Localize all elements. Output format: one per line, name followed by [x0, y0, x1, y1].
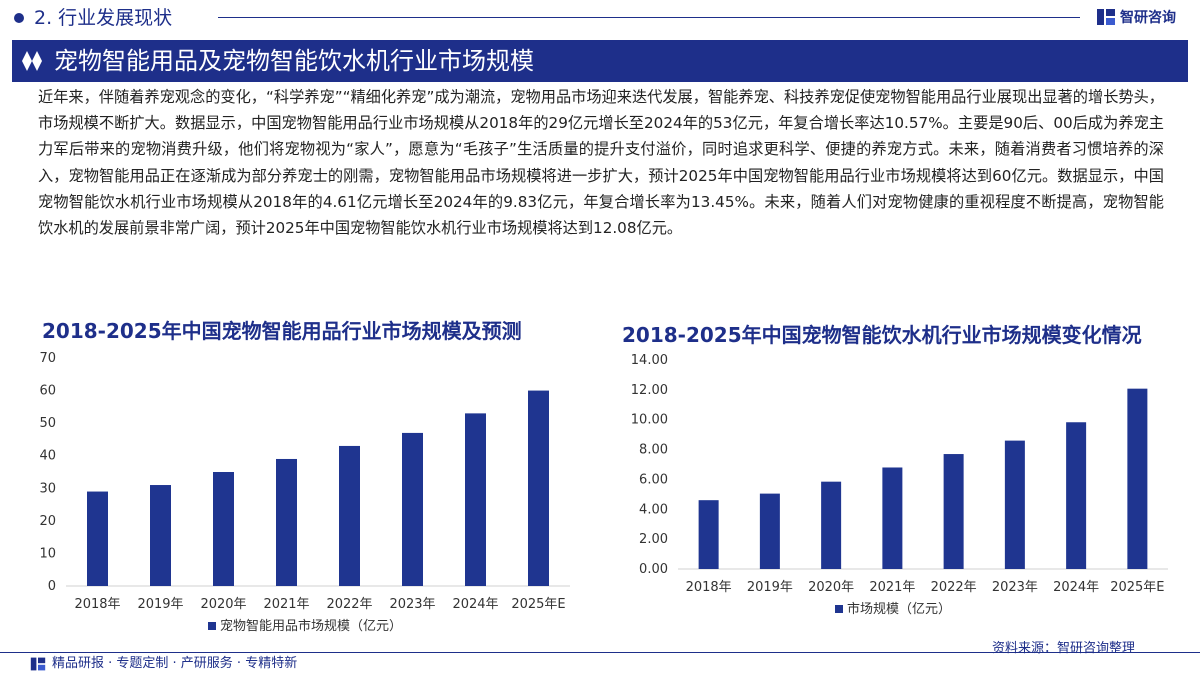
intro-paragraph: 近年来，伴随着养宠观念的变化，“科学养宠”“精细化养宠”成为潮流，宠物用品市场迎…: [38, 88, 1164, 238]
chart2-xtick-label: 2018年: [686, 580, 732, 595]
chart2-ytick-label: 14.00: [631, 353, 668, 368]
title-banner: 宠物智能用品及宠物智能饮水机行业市场规模: [12, 40, 1188, 82]
chart1-title: 2018-2025年中国宠物智能用品行业市场规模及预测: [42, 319, 522, 343]
company-logo: 智研咨询: [1096, 6, 1176, 28]
chart2-bar: [698, 500, 719, 569]
footer-logo-icon: [30, 657, 46, 671]
chart1-bar: [339, 445, 360, 586]
chart2-bar: [821, 481, 842, 569]
smart-products-bar-chart: 0 10 20 30 40 50 60 70 2018年 2019年 2020年 2021年 2022年…: [39, 351, 570, 634]
chart1-bar: [528, 390, 549, 586]
chart2-legend-swatch: [835, 605, 843, 613]
chart2-ytick-label: 8.00: [639, 443, 668, 458]
chart1-ytick-label: 50: [39, 416, 56, 431]
chart1-bar: [402, 432, 423, 586]
section-title: 2. 行业发展现状: [34, 7, 173, 29]
chart1-bar: [213, 472, 234, 586]
chart1-legend-swatch: [208, 622, 216, 630]
chart1-bar: [87, 491, 108, 586]
footer-bar: 精品研报 · 专题定制 · 产研服务 · 专精特新: [0, 652, 1200, 675]
chart2-bar: [1004, 440, 1025, 569]
chart2-xtick-label: 2024年: [1053, 580, 1099, 595]
chart2-xtick-label: 2020年: [808, 580, 854, 595]
chart2-xtick-label: 2021年: [869, 580, 915, 595]
chart1-ytick-label: 0: [48, 579, 56, 594]
chart2-xtick-label: 2023年: [992, 580, 1038, 595]
chart2-bar: [882, 467, 903, 569]
chart1-xtick-label: 2021年: [263, 597, 309, 612]
chart1-xtick-label: 2023年: [389, 597, 435, 612]
top-bar: 2. 行业发展现状 智研咨询: [0, 0, 1200, 36]
chart2-xtick-label: 2019年: [747, 580, 793, 595]
footer-services: 精品研报 · 专题定制 · 产研服务 · 专精特新: [52, 656, 298, 671]
chart2-bar: [943, 454, 964, 569]
chart2-bar: [1127, 388, 1148, 569]
chart1-ytick-label: 10: [39, 546, 56, 561]
chart1-ytick-label: 70: [39, 351, 56, 366]
chart1-xtick-label: 2024年: [452, 597, 498, 612]
chart2-bar: [1066, 422, 1087, 569]
chart1-ytick-label: 20: [39, 514, 56, 529]
chart1-ytick-label: 30: [39, 481, 56, 496]
banner-title: 宠物智能用品及宠物智能饮水机行业市场规模: [54, 47, 534, 75]
chart2-bar: [759, 493, 780, 569]
chart1-bar: [150, 485, 171, 586]
chart1-xtick-label: 2020年: [200, 597, 246, 612]
chart2-ytick-label: 2.00: [639, 532, 668, 547]
logo-text: 智研咨询: [1120, 10, 1176, 26]
chart1-ytick-label: 40: [39, 449, 56, 464]
chart1-bar: [276, 458, 297, 586]
chart2-xtick-label: 2022年: [931, 580, 977, 595]
chart1-ytick-label: 60: [39, 384, 56, 399]
section-bullet-icon: [14, 13, 24, 23]
chart1-xtick-label: 2019年: [137, 597, 183, 612]
chart1-bar: [465, 413, 486, 586]
chart1-xtick-label: 2025年E: [511, 597, 565, 612]
chart2-ytick-label: 6.00: [639, 472, 668, 487]
chart2-ytick-label: 10.00: [631, 413, 668, 428]
logo-mark-icon: [1097, 9, 1115, 25]
chart2-title: 2018-2025年中国宠物智能饮水机行业市场规模变化情况: [622, 323, 1142, 347]
diamond-icon: [22, 51, 42, 71]
chart1-legend-label: 宠物智能用品市场规模（亿元）: [220, 618, 402, 634]
chart2-ytick-label: 4.00: [639, 502, 668, 517]
water-dispenser-bar-chart: 0.00 2.00 4.00 6.00 8.00 10.00 12.00 14.00 2018年…: [631, 353, 1168, 617]
header-divider: [218, 17, 1080, 18]
chart2-ytick-label: 0.00: [639, 562, 668, 577]
chart1-xtick-label: 2018年: [74, 597, 120, 612]
chart2-xtick-label: 2025年E: [1110, 580, 1164, 595]
chart2-ytick-label: 12.00: [631, 383, 668, 398]
chart2-legend-label: 市场规模（亿元）: [847, 601, 951, 617]
chart1-xtick-label: 2022年: [326, 597, 372, 612]
